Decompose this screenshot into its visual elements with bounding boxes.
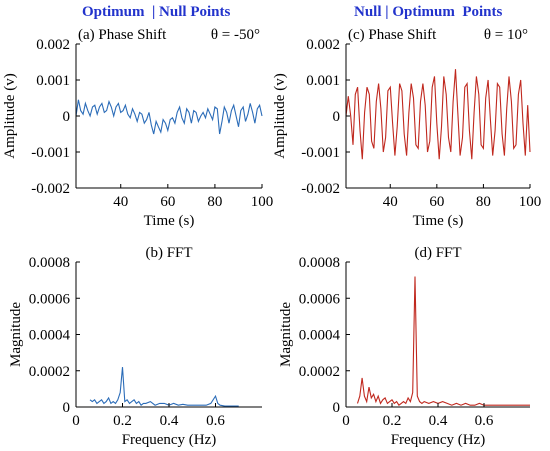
y-tick-label-c: 0 — [333, 109, 341, 125]
y-tick-label-d: 0 — [333, 400, 341, 416]
y-tick-label-a: 0.001 — [36, 73, 70, 89]
chart-title-symbol-c: θ = 10° — [484, 27, 528, 43]
x-tick-label-d: 0.2 — [383, 413, 402, 429]
series-line-d-0 — [356, 276, 530, 407]
x-axis-label-b: Frequency (Hz) — [122, 432, 217, 448]
y-axis-label-c: Amplitude (v) — [272, 73, 288, 158]
x-tick-label-c: 60 — [429, 194, 444, 210]
header-left: Optimum | Null Points — [82, 4, 231, 20]
y-tick-label-b: 0 — [63, 400, 71, 416]
chart-title-b: (b) FFT — [145, 245, 192, 261]
y-tick-label-d: 0.0008 — [299, 255, 340, 271]
y-tick-label-c: -0.002 — [301, 181, 340, 197]
chart-a: 40 60 80 100 -0.002 -0.001 0 0.001 0.002 (a) Phas… — [2, 27, 273, 229]
x-tick-label-c: 80 — [476, 194, 491, 210]
y-axis-label-a: Amplitude (v) — [2, 73, 18, 158]
y-tick-label-d: 0.0004 — [299, 328, 341, 344]
x-tick-label-c: 40 — [383, 194, 398, 210]
y-tick-label-b: 0.0004 — [29, 328, 71, 344]
y-tick-label-b: 0.0002 — [29, 364, 70, 380]
series-line-a-0 — [75, 99, 263, 135]
header-right: Null | Optimum Points — [354, 4, 503, 20]
y-tick-label-a: -0.001 — [31, 145, 70, 161]
y-axis-label-d: Magnitude — [278, 302, 294, 367]
chart-b: 0 0.2 0.4 0.6 0 0.0002 0.0004 0.0006 0.0008 (b) F… — [8, 245, 262, 448]
x-tick-label-b: 0 — [72, 413, 80, 429]
x-tick-label-b: 0.2 — [113, 413, 132, 429]
y-tick-label-d: 0.0002 — [299, 364, 340, 380]
chart-title-a: (a) Phase Shift — [78, 27, 167, 43]
y-tick-label-c: 0.002 — [306, 37, 340, 53]
x-tick-label-c: 100 — [519, 194, 542, 210]
x-axis-label-c: Time (s) — [413, 213, 464, 229]
chart-title-symbol-a: θ = -50° — [211, 27, 260, 43]
x-tick-label-b: 0.4 — [160, 413, 179, 429]
x-axis-label-d: Frequency (Hz) — [391, 432, 486, 448]
y-tick-label-d: 0.0006 — [299, 291, 341, 307]
chart-title-c: (c) Phase Shift — [348, 27, 437, 43]
chart-d: 0 0.2 0.4 0.6 0 0.0002 0.0004 0.0006 0.0008 (d) F… — [278, 245, 530, 448]
x-tick-label-d: 0.4 — [429, 413, 448, 429]
series-line-c-0 — [345, 69, 531, 160]
x-tick-label-a: 40 — [113, 194, 128, 210]
x-tick-label-d: 0 — [342, 413, 350, 429]
x-tick-label-a: 80 — [207, 194, 222, 210]
x-axis-label-a: Time (s) — [144, 213, 195, 229]
x-tick-label-a: 100 — [251, 194, 274, 210]
y-tick-label-a: 0.002 — [36, 37, 70, 53]
x-tick-label-d: 0.6 — [475, 413, 494, 429]
y-tick-label-c: -0.001 — [301, 145, 340, 161]
y-axis-label-b: Magnitude — [8, 302, 24, 367]
x-tick-label-a: 60 — [160, 194, 175, 210]
chart-title-d: (d) FFT — [414, 245, 461, 261]
y-tick-label-b: 0.0006 — [29, 291, 71, 307]
y-tick-label-b: 0.0008 — [29, 255, 70, 271]
series-line-b-0 — [89, 367, 239, 407]
x-tick-label-b: 0.6 — [206, 413, 225, 429]
chart-c: 40 60 80 100 -0.002 -0.001 0 0.001 0.002 (c) Phas… — [272, 27, 541, 229]
y-tick-label-a: -0.002 — [31, 181, 70, 197]
y-tick-label-c: 0.001 — [306, 73, 340, 89]
y-tick-label-a: 0 — [63, 109, 71, 125]
